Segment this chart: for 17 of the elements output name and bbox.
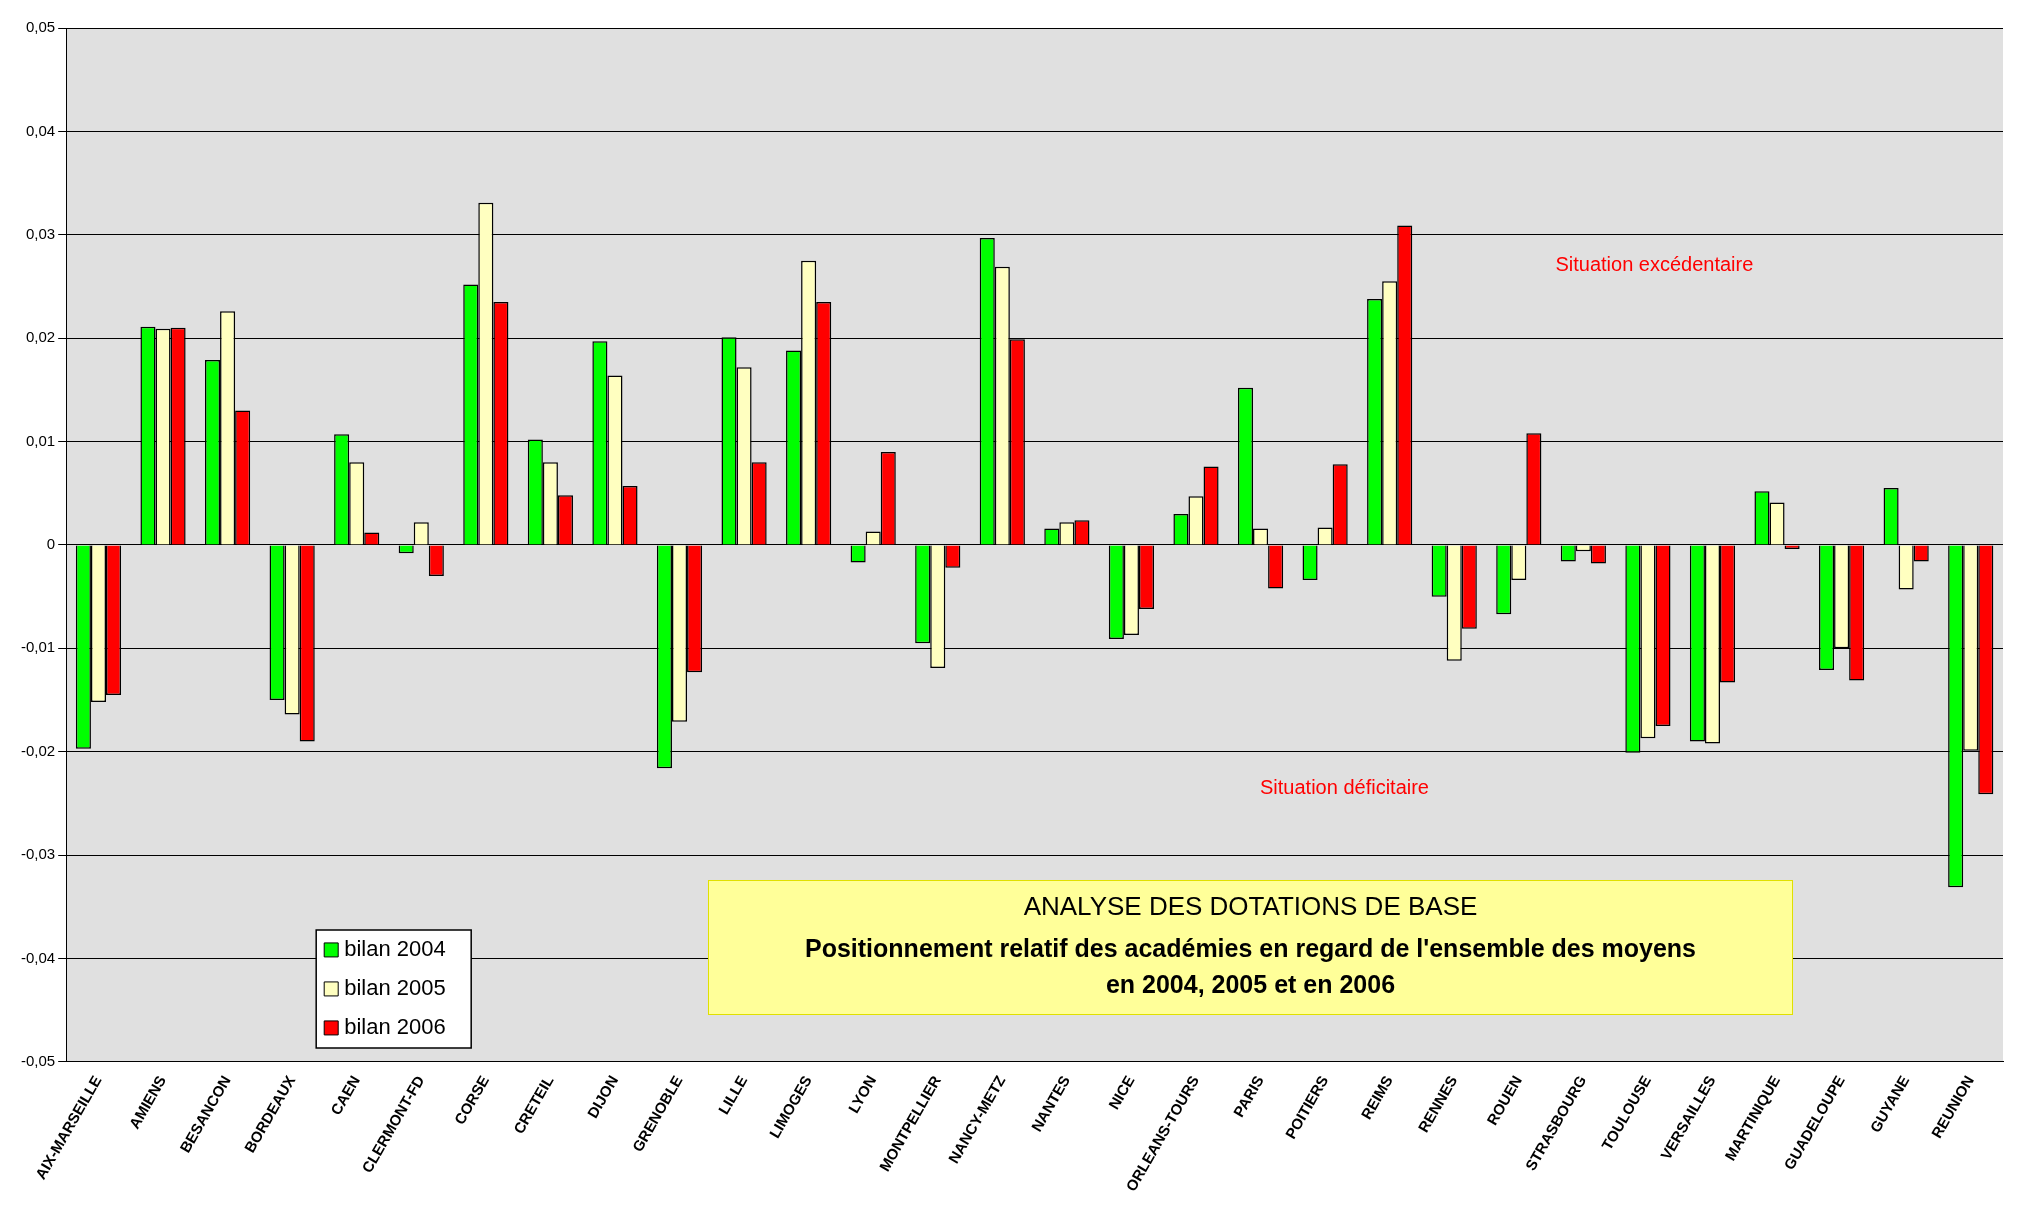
annotation: Situation excédentaire [1555, 253, 1754, 276]
y-tick-label: 0,04 [25, 121, 56, 139]
y-tick-label: -0,05 [20, 1052, 56, 1070]
y-tick-label: 0,02 [25, 328, 56, 346]
y-tick-label: -0,04 [20, 948, 56, 966]
legend-label: bilan 2006 [344, 1013, 446, 1039]
y-tick-label: -0,03 [20, 845, 56, 863]
legend-label: bilan 2004 [344, 935, 446, 961]
y-tick-label: 0,01 [25, 431, 56, 449]
annotation: Situation déficitaire [1259, 776, 1429, 799]
y-tick-label: 0,03 [25, 224, 56, 242]
y-tick-label: -0,01 [20, 638, 56, 656]
title-box: ANALYSE DES DOTATIONS DE BASE Positionnement relatif des académies en regard de l'ensemble des moyens en 2004, 2005 et en 2006 [708, 880, 1793, 1015]
y-tick-label: 0,05 [25, 18, 56, 36]
y-tick-label: 0 [46, 535, 56, 553]
y-tick-label: -0,02 [20, 741, 56, 759]
legend-label: bilan 2005 [344, 974, 446, 1000]
